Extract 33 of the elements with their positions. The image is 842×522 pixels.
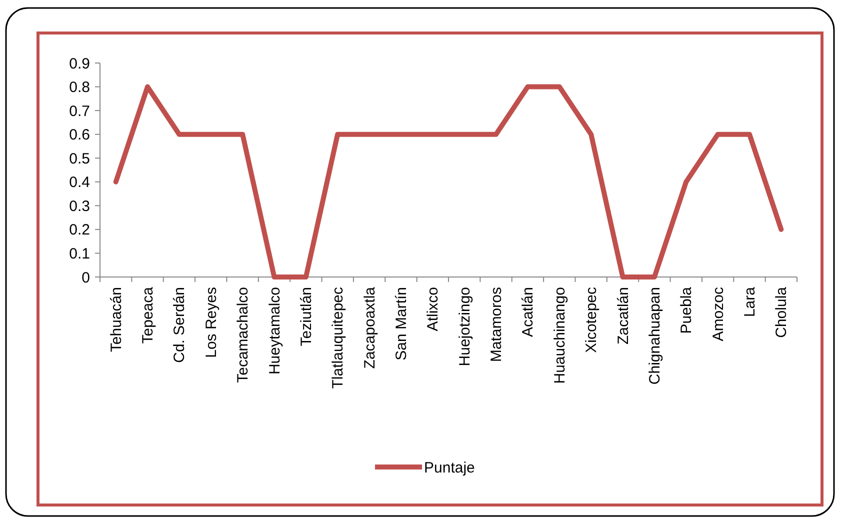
x-tick-label: Zacapoaxtla (361, 286, 378, 369)
x-tick-label: San Martín (392, 287, 410, 360)
y-tick-label: 0.3 (69, 198, 90, 215)
legend-label: Puntaje (424, 459, 475, 476)
y-tick-label: 0 (82, 269, 90, 286)
x-tick-label: Puebla (678, 286, 696, 334)
x-tick-label: Los Reyes (202, 287, 220, 358)
x-tick-label: Lara (741, 286, 758, 318)
y-tick-label: 0.7 (69, 102, 90, 120)
x-tick-label: Huejotzingo (456, 287, 474, 366)
x-tick-label: Cholula (773, 286, 790, 338)
x-tick-label: Acatlán (520, 287, 537, 338)
x-tick-label: Matamoros (488, 287, 506, 362)
x-tick-label: Hueytamalco (266, 287, 284, 375)
x-tick-label: Zacatlán (614, 287, 632, 345)
x-tick-label: Cd. Serdán (171, 287, 188, 363)
y-tick-label: 0.5 (69, 150, 90, 168)
y-tick-label: 0.1 (69, 245, 90, 262)
x-tick-label: Amozoc (710, 286, 727, 342)
x-tick-label: Huauchinango (551, 287, 568, 384)
y-tick-label: 0.9 (69, 55, 90, 72)
x-tick-label: Tehuacán (108, 287, 125, 352)
y-tick-label: 0.8 (69, 79, 90, 96)
x-tick-label: Tecamachalco (234, 287, 252, 383)
x-tick-label: Atlixco (424, 287, 442, 332)
x-tick-label: Tlatlauquitepec (330, 286, 347, 389)
y-tick-label: 0.2 (69, 222, 90, 239)
x-tick-label: Teziutlán (298, 287, 315, 346)
x-tick-label: Chignahuapan (646, 287, 664, 385)
y-tick-label: 0.4 (69, 174, 90, 192)
y-tick-label: 0.6 (69, 126, 90, 144)
x-tick-label: Tepeaca (140, 286, 157, 344)
x-tick-label: Xicotepec (583, 286, 600, 353)
